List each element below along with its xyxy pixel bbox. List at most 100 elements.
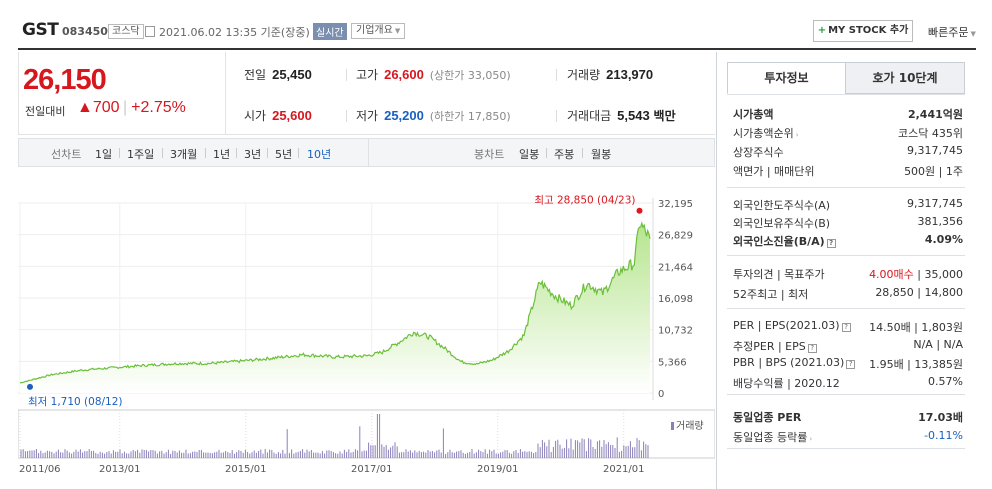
info-key: 시가총액 <box>733 108 774 121</box>
info-key: 외국인소진율(B/A)? <box>733 233 836 249</box>
stat-value: 25,600 <box>272 108 312 123</box>
period-3m[interactable]: 3개월 <box>170 148 198 161</box>
info-row: 상장주식수 9,317,745 <box>733 144 963 162</box>
info-value: 4.09% <box>924 233 963 246</box>
stat-label: 시가 <box>244 109 267 123</box>
candle-daily[interactable]: 일봉 <box>519 148 540 161</box>
tab-order-book[interactable]: 호가 10단계 <box>845 62 965 94</box>
line-chart-label: 선차트 <box>51 148 82 161</box>
arrow-icon[interactable]: › <box>795 131 799 139</box>
period-1y[interactable]: 1년 <box>213 148 231 161</box>
live-badge: 실시간 <box>313 23 347 40</box>
stat-unit: 백만 <box>653 109 676 123</box>
info-value: -0.11% <box>924 429 963 442</box>
quick-order-button[interactable]: 빠른주문 ▼ <box>928 24 976 40</box>
stat-label: 거래대금 <box>567 109 612 123</box>
y-tick-label: 32,195 <box>658 199 693 210</box>
stock-code: 083450 <box>62 25 108 38</box>
info-value: 381,356 <box>917 215 964 228</box>
plus-icon: + <box>817 25 827 36</box>
period-1d[interactable]: 1일 <box>95 148 113 161</box>
y-tick-label: 26,829 <box>658 231 693 242</box>
info-value: 500원 | 1주 <box>904 165 963 178</box>
help-icon[interactable]: ? <box>846 360 856 369</box>
stat-high: 고가 26,600 (상한가 33,050) <box>356 66 511 83</box>
stat-value: 213,970 <box>606 67 654 82</box>
stat-value: 5,543 <box>617 108 650 123</box>
info-row: 외국인보유주식수(B) 381,356 <box>733 215 963 233</box>
stock-header: GST 083450 코스닥 2021.06.02 13:35 기준(장중) 실… <box>18 14 976 50</box>
candle-monthly[interactable]: 월봉 <box>591 148 612 161</box>
info-key: 추정PER | EPS? <box>733 338 817 354</box>
x-tick-label: 2011/06 <box>19 464 61 475</box>
candle-weekly[interactable]: 주봉 <box>554 148 575 161</box>
x-tick-label: 2021/01 <box>603 464 645 475</box>
price-line <box>19 221 651 384</box>
week52-row: 52주최고 | 최저 28,850 | 14,800 <box>733 286 963 304</box>
info-key: 동일업종 등락률 › <box>733 431 813 444</box>
upper-limit: (상한가 33,050) <box>429 69 511 82</box>
price-chart[interactable]: 32,195 26,829 21,464 16,098 10,732 5,366 0 최고 2… <box>18 168 715 489</box>
info-tabs: 투자정보 호가 10단계 <box>727 62 965 94</box>
arrow-icon[interactable]: › <box>809 435 813 443</box>
info-row: 시가총액 2,441억원 <box>733 106 963 124</box>
stat-low: 저가 25,200 (하한가 17,850) <box>356 107 511 124</box>
industry-rate-value: -0.11% <box>924 429 963 442</box>
volume-legend: 거래량 <box>676 420 704 432</box>
x-tick-label: 2017/01 <box>351 464 393 475</box>
dropdown-arrow-icon: ▼ <box>394 27 401 35</box>
per-row: 추정PER | EPS? N/A | N/A <box>733 338 963 356</box>
document-icon <box>145 26 155 37</box>
per-row: 배당수익률 | 2020.12 0.57% <box>733 375 963 393</box>
quick-order-label: 빠른주문 <box>928 26 969 39</box>
price-chart-svg: 32,195 26,829 21,464 16,098 10,732 5,366 0 최고 2… <box>18 168 715 489</box>
change-percent: +2.75% <box>123 99 186 117</box>
stats-box: 전일 25,450 고가 26,600 (상한가 33,050) 거래량 213,97… <box>226 52 715 135</box>
info-row: 외국인한도주식수(A) 9,317,745 <box>733 197 963 215</box>
change-value: ▲700 <box>77 99 120 116</box>
current-price: 26,150 <box>23 64 107 96</box>
datetime-text: 2021.06.02 13:35 기준(장중) <box>159 26 310 39</box>
investment-info-panel: 투자정보 호가 10단계 시가총액 2,441억원 시가총액순위 › 코스닥 435위 상… <box>716 52 976 489</box>
x-tick-label: 2015/01 <box>225 464 267 475</box>
x-tick-label: 2013/01 <box>99 464 141 475</box>
max-marker <box>636 207 643 214</box>
info-value: 0.57% <box>928 374 963 388</box>
stat-open: 시가 25,600 <box>244 107 312 124</box>
volume-legend-swatch <box>671 422 674 430</box>
info-value: 17.03배 <box>918 411 963 424</box>
dropdown-arrow-icon: ▼ <box>970 30 976 38</box>
price-area <box>20 223 650 393</box>
y-tick-label: 21,464 <box>658 262 693 273</box>
period-5y[interactable]: 5년 <box>275 148 293 161</box>
info-value: 9,317,745 <box>907 144 963 157</box>
tab-investment-info[interactable]: 투자정보 <box>727 62 846 94</box>
corp-info-button[interactable]: 기업개요 ▼ <box>351 23 406 39</box>
info-value: 1.95배 | 13,385원 <box>869 358 963 371</box>
min-marker <box>27 383 33 390</box>
y-tick-label: 5,366 <box>658 357 687 368</box>
info-key: 배당수익률 | 2020.12 <box>733 376 840 390</box>
industry-rate-row: 동일업종 등락률 › -0.11% <box>733 429 963 447</box>
period-1w[interactable]: 1주일 <box>127 148 155 161</box>
mystock-label: MY STOCK 추가 <box>828 25 909 36</box>
info-key: 액면가 | 매매단위 <box>733 165 815 178</box>
info-key: 외국인보유주식수(B) <box>733 217 831 230</box>
stat-label: 저가 <box>356 109 379 123</box>
y-tick-label: 10,732 <box>658 326 693 337</box>
stat-label: 고가 <box>356 68 379 82</box>
help-icon[interactable]: ? <box>807 343 817 353</box>
help-icon[interactable]: ? <box>826 239 836 248</box>
info-row: 액면가 | 매매단위 500원 | 1주 <box>733 163 963 181</box>
stat-amount: 거래대금 5,543 백만 <box>567 107 676 124</box>
stat-value: 25,200 <box>384 108 424 123</box>
mystock-add-button[interactable]: + MY STOCK 추가 <box>813 20 913 42</box>
info-key: PBR | BPS (2021.03)? <box>733 356 856 369</box>
period-3y[interactable]: 3년 <box>244 148 262 161</box>
info-key: 투자의견 | 목표주가 <box>733 268 825 281</box>
help-icon[interactable]: ? <box>841 323 851 332</box>
stat-volume: 거래량 213,970 <box>567 66 653 83</box>
datetime: 2021.06.02 13:35 기준(장중) <box>145 24 310 40</box>
period-10y[interactable]: 10년 <box>307 148 332 161</box>
target-price: | 35,000 <box>913 268 963 281</box>
